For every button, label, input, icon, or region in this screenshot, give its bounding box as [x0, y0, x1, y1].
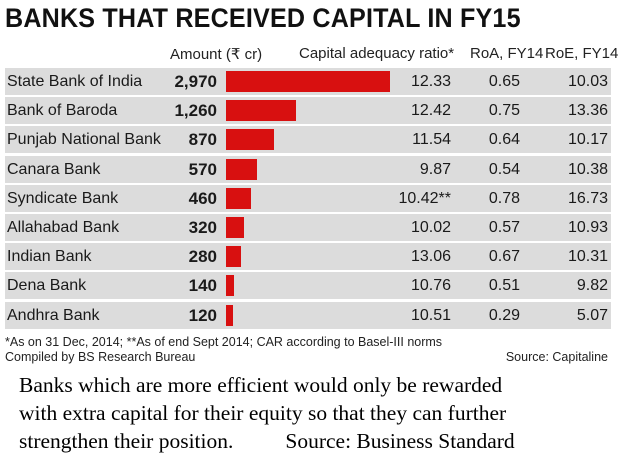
bank-name: Allahabad Bank [7, 219, 120, 236]
roa-value: 0.75 [488, 102, 520, 120]
bank-name: Canara Bank [7, 160, 101, 178]
table-row: Allahabad Bank 320 10.02 0.57 10.93 [5, 214, 611, 241]
car-value: 10.51 [410, 306, 451, 324]
roa-value: 0.65 [488, 73, 520, 90]
bank-name: Syndicate Bank [7, 189, 119, 207]
bank-name: Punjab National Bank [7, 131, 161, 149]
amount-bar [226, 187, 252, 209]
amount-bar [226, 217, 244, 238]
amount-value: 2,970 [174, 72, 217, 91]
amount-value: 460 [188, 188, 217, 208]
car-value: 10.02 [410, 219, 451, 236]
car-value: 9.87 [419, 160, 451, 178]
car-value: 12.33 [410, 73, 451, 90]
table-row: Punjab National Bank 870 11.54 0.64 10.17 [5, 126, 611, 154]
chart-title: BANKS THAT RECEIVED CAPITAL IN FY15 [5, 3, 521, 33]
compiled-by: Compiled by BS Research Bureau [5, 350, 196, 364]
roe-value: 13.36 [567, 102, 608, 120]
caption-line-1: Banks which are more efficient would onl… [19, 373, 503, 397]
roa-value: 0.57 [488, 219, 520, 236]
amount-bar [226, 129, 275, 151]
bank-name: State Bank of India [7, 73, 143, 90]
amount-value: 570 [188, 159, 217, 179]
roa-value: 0.64 [488, 131, 520, 149]
roa-value: 0.54 [488, 160, 520, 178]
roa-value: 0.29 [488, 306, 520, 324]
roe-value: 10.17 [567, 131, 608, 149]
amount-value: 1,260 [174, 101, 217, 121]
car-value: 10.42** [398, 189, 452, 207]
caption: Banks which are more efficient would onl… [0, 371, 620, 455]
table-row: Bank of Baroda 1,260 12.42 0.75 13.36 [5, 97, 611, 125]
table-row: Syndicate Bank 460 10.42** 0.78 16.73 [5, 184, 611, 212]
bank-name: Andhra Bank [7, 306, 100, 324]
roe-value: 5.07 [576, 306, 608, 324]
amount-value: 120 [188, 305, 217, 325]
car-value: 12.42 [410, 102, 451, 120]
car-value: 11.54 [412, 131, 451, 149]
bank-name: Indian Bank [7, 248, 92, 266]
roe-value: 10.93 [567, 219, 608, 236]
roe-value: 10.31 [567, 248, 608, 266]
roe-value: 10.38 [567, 160, 608, 178]
car-header: Capital adequacy ratio* [299, 45, 455, 62]
roe-value: 16.73 [567, 189, 608, 207]
caption-line-2: with extra capital for their equity so t… [19, 401, 507, 425]
caption-source: Source: Business Standard [285, 429, 515, 453]
roe-header: RoE, FY14 [545, 45, 619, 62]
chart-source: Source: Capitaline [505, 350, 608, 364]
roe-value: 10.03 [567, 73, 608, 90]
amount-bar [226, 304, 233, 326]
caption-line-3: strengthen their position. [19, 429, 234, 453]
amount-bar [226, 246, 242, 268]
amount-value: 320 [188, 218, 217, 237]
table-row: Andhra Bank 120 10.51 0.29 5.07 [5, 301, 611, 329]
roa-header: RoA, FY14 [470, 45, 544, 62]
table-row: State Bank of India 2,970 12.33 0.65 10.03 [5, 68, 611, 95]
amount-value: 870 [188, 130, 217, 150]
table-row: Canara Bank 570 9.87 0.54 10.38 [5, 155, 611, 183]
amount-bar [226, 71, 390, 92]
bank-name: Bank of Baroda [7, 102, 118, 120]
amount-bar [226, 275, 234, 297]
amount-header: Amount (₹ cr) [170, 46, 263, 63]
car-value: 10.76 [410, 277, 451, 295]
amount-value: 280 [188, 247, 217, 267]
roa-value: 0.67 [488, 248, 520, 266]
table-row: Dena Bank 140 10.76 0.51 9.82 [5, 272, 611, 300]
bank-name: Dena Bank [7, 277, 87, 295]
roe-value: 9.82 [576, 277, 608, 295]
footnote: *As on 31 Dec, 2014; **As of end Sept 20… [5, 335, 443, 349]
amount-bar [226, 158, 258, 180]
roa-value: 0.51 [488, 277, 520, 295]
amount-bar [226, 100, 296, 122]
table-row: Indian Bank 280 13.06 0.67 10.31 [5, 243, 611, 271]
car-value: 13.06 [410, 248, 451, 266]
roa-value: 0.78 [488, 189, 520, 207]
amount-value: 140 [188, 276, 217, 296]
